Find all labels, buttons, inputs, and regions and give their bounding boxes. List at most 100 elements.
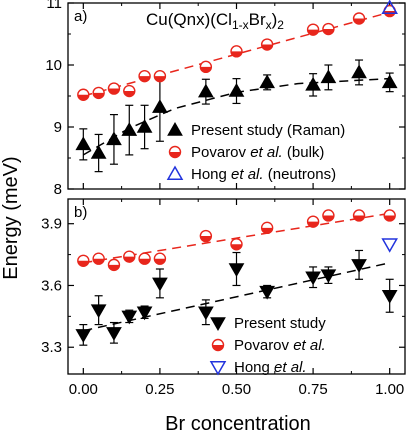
data-point <box>123 84 136 98</box>
data-point <box>320 269 337 284</box>
data-point <box>136 118 153 133</box>
data-point-fill <box>384 215 396 221</box>
data-point <box>106 131 122 146</box>
data-point-fill <box>322 215 334 221</box>
data-point <box>153 69 167 83</box>
y-tick-label: 3.6 <box>41 277 62 294</box>
legend-entry: Povarov et al. <box>234 337 326 354</box>
data-point <box>306 215 320 228</box>
data-point <box>381 290 398 304</box>
y-tick-label: 11 <box>46 0 62 12</box>
data-point <box>305 76 321 91</box>
legend: Present study Povarov et al. Hong et al. <box>209 315 326 376</box>
series-1 <box>75 249 398 346</box>
data-point <box>306 23 320 36</box>
data-point-fill <box>108 264 120 271</box>
data-point <box>92 252 105 265</box>
data-point <box>152 277 168 292</box>
data-point <box>123 250 136 263</box>
panel-a: 8 9 10 11 a) Cu(Qnx)(Cl1-xBrx)2 Present study … <box>45 0 406 198</box>
legend-marker <box>167 121 183 136</box>
legend-entry: Povarov et al. (bulk) <box>191 144 324 161</box>
y-tick-label: 3.3 <box>41 339 62 356</box>
data-point-fill <box>77 94 89 101</box>
data-point <box>383 209 396 222</box>
legend-entry: Hong et al. <box>234 359 307 376</box>
data-point <box>230 238 243 251</box>
legend-marker <box>209 361 227 376</box>
data-point <box>351 259 367 273</box>
x-tick-label: 0.75 <box>298 381 327 398</box>
y-tick-label: 9 <box>54 119 62 136</box>
data-point <box>260 38 274 51</box>
x-tick-label: 0.25 <box>145 381 174 398</box>
data-point-fill <box>154 258 166 265</box>
data-point <box>198 83 214 98</box>
data-point <box>77 88 90 101</box>
data-point <box>199 229 213 243</box>
x-tick-label: 0.50 <box>222 381 251 398</box>
chart-title: Cu(Qnx)(Cl1-xBrx)2 <box>146 10 284 32</box>
data-point-fill <box>322 29 334 35</box>
data-point <box>381 0 398 14</box>
y-tick-label: 10 <box>45 57 62 74</box>
legend-marker <box>168 145 182 159</box>
data-point <box>352 12 366 25</box>
data-point <box>352 209 366 222</box>
series-2 <box>77 4 396 101</box>
data-point-fill <box>93 92 105 99</box>
data-point <box>136 306 153 321</box>
data-point <box>381 238 398 253</box>
y-tick-label: 8 <box>54 181 62 198</box>
x-axis-label: Br concentration <box>165 413 311 435</box>
legend-entry: Present study (Raman) <box>191 122 345 139</box>
data-point <box>320 69 337 84</box>
data-point-fill <box>307 221 319 228</box>
data-point-fill <box>154 76 166 82</box>
data-point-fill <box>261 44 273 51</box>
data-point <box>107 82 121 95</box>
panel-label: b) <box>74 204 87 221</box>
data-point-fill <box>200 236 212 242</box>
data-point-fill <box>108 88 120 95</box>
data-point-fill <box>93 258 105 265</box>
data-point-fill <box>123 256 135 263</box>
series-1 <box>75 59 398 173</box>
data-point-fill <box>353 215 365 221</box>
data-point <box>381 74 398 89</box>
data-point <box>322 22 335 36</box>
y-tick-label: 3.9 <box>41 216 62 233</box>
panel-label: a) <box>74 8 87 25</box>
data-point <box>90 304 107 319</box>
data-point <box>230 45 243 58</box>
legend-marker <box>166 165 184 180</box>
legend-marker <box>211 338 225 352</box>
data-point <box>305 271 321 286</box>
data-point-fill <box>307 29 319 36</box>
legend-marker-fill <box>169 152 181 158</box>
series-2 <box>77 209 396 272</box>
x-tick-label: 1.00 <box>375 381 404 398</box>
data-point-fill <box>261 227 273 234</box>
data-point <box>107 258 121 272</box>
data-point <box>92 86 105 100</box>
data-point-fill <box>139 258 151 265</box>
data-point <box>121 122 138 136</box>
x-tick-label: 0.00 <box>69 381 98 398</box>
data-point <box>90 145 107 159</box>
data-point <box>152 99 168 113</box>
data-point-fill <box>123 91 135 97</box>
legend: Present study (Raman) Povarov et al. (bul… <box>166 121 345 183</box>
data-point-fill <box>231 51 242 57</box>
data-point <box>351 64 367 79</box>
fit-line <box>83 262 390 332</box>
series-3 <box>381 0 398 14</box>
series-3 <box>381 238 398 253</box>
data-point <box>138 252 151 265</box>
panel-b: 0.00 0.25 0.50 0.75 1.00 3.3 3.6 3.9 b) Present s… <box>41 198 406 398</box>
data-point-fill <box>200 66 212 73</box>
data-point <box>75 329 92 343</box>
data-point <box>77 254 90 267</box>
data-point-fill <box>77 260 89 267</box>
